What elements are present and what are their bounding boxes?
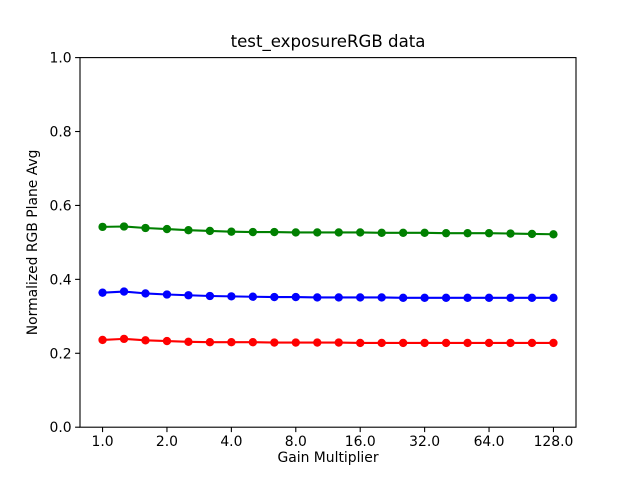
- series-green-marker: [441, 228, 451, 238]
- series-green-marker: [420, 228, 429, 237]
- series-blue-marker: [291, 292, 300, 302]
- x-tick-label: 64.0: [474, 434, 505, 450]
- series-blue-marker: [162, 290, 172, 299]
- y-tick-label: 0.2: [50, 346, 72, 362]
- series-red-marker: [141, 336, 150, 345]
- series-green-marker: [141, 223, 150, 233]
- series-blue-marker: [205, 291, 215, 301]
- series-red-marker: [506, 338, 515, 348]
- series-blue-marker: [184, 291, 193, 300]
- series-green-marker: [527, 229, 537, 239]
- series-green-marker: [248, 227, 258, 237]
- series-green-marker: [227, 227, 236, 236]
- plot-area: 1.0 2.0 4.0 8.0 16.0 32.0 64.0 128.0 0.0 0.2 0.4 0.…: [50, 51, 577, 450]
- y-tick-label: 0.4: [50, 272, 72, 288]
- series-green-marker: [184, 226, 193, 235]
- series-blue-marker: [377, 293, 386, 302]
- series-blue-marker: [227, 292, 236, 301]
- series-green-marker: [162, 224, 172, 234]
- series-green-marker: [377, 228, 386, 237]
- series-red-marker: [162, 336, 172, 346]
- series-blue-marker: [119, 287, 129, 296]
- series-blue-marker: [313, 293, 322, 302]
- series-red-marker: [98, 335, 107, 345]
- series-red-marker: [270, 338, 279, 347]
- series-blue-marker: [334, 293, 343, 302]
- x-tick-label: 32.0: [409, 434, 440, 450]
- series-green-marker: [270, 227, 279, 237]
- y-tick-label: 0.6: [50, 198, 72, 214]
- x-tick-label: 4.0: [220, 434, 242, 450]
- series-blue-marker: [420, 293, 429, 303]
- series-blue-marker: [141, 289, 150, 298]
- series-blue-line: [101, 290, 555, 299]
- series-red-marker: [356, 338, 365, 348]
- series-red-marker: [248, 338, 258, 347]
- series-green-marker: [356, 228, 365, 237]
- series-red-marker: [377, 338, 386, 348]
- x-tick-label: 8.0: [285, 434, 307, 450]
- series-red-marker: [398, 338, 408, 348]
- series-red-marker: [549, 338, 558, 348]
- series-blue-marker: [398, 293, 408, 303]
- y-tick-label: 0.0: [50, 420, 72, 436]
- series-green-marker: [98, 222, 107, 232]
- series-blue-marker: [463, 293, 472, 303]
- series-blue-marker: [98, 288, 107, 297]
- series-blue-marker: [441, 293, 451, 303]
- series-blue-marker: [549, 293, 558, 303]
- series-blue-marker: [484, 293, 494, 303]
- series-red-marker: [184, 337, 193, 346]
- series-green-marker: [398, 228, 408, 237]
- series-blue-marker: [270, 292, 279, 302]
- series-green-marker: [334, 228, 343, 237]
- series-red-line: [101, 337, 555, 344]
- x-tick-label: 128.0: [534, 434, 574, 450]
- y-tick-label: 1.0: [50, 51, 72, 67]
- series-red-marker: [441, 338, 451, 348]
- x-tick-label: 1.0: [91, 434, 113, 450]
- series-red-marker: [291, 338, 300, 347]
- series-green-marker: [205, 226, 215, 236]
- series-blue-marker: [248, 292, 258, 301]
- series-green-marker: [506, 229, 515, 238]
- axes-border: [79, 57, 577, 428]
- y-tick-label: 0.8: [50, 125, 72, 141]
- x-axis-label: Gain Multiplier: [277, 450, 378, 466]
- series-red-marker: [334, 338, 343, 347]
- series-red-marker: [119, 334, 129, 344]
- y-axis-label: Normalized RGB Plane Avg: [25, 150, 41, 336]
- x-tick-label: 2.0: [156, 434, 178, 450]
- series-green-marker: [463, 228, 472, 238]
- chart-title: test_exposureRGB data: [231, 32, 426, 52]
- series-green-line: [101, 225, 555, 236]
- series-red-marker: [463, 338, 472, 348]
- series-green-marker: [484, 228, 494, 238]
- series-blue-marker: [356, 293, 365, 302]
- series-red-marker: [205, 338, 215, 347]
- series-blue-marker: [506, 293, 515, 303]
- series-green-marker: [313, 228, 322, 237]
- series-green-marker: [119, 222, 129, 231]
- series-green-marker: [549, 230, 558, 239]
- series-red-marker: [420, 338, 429, 348]
- series-green-marker: [291, 228, 300, 237]
- series-red-marker: [227, 338, 236, 347]
- x-tick-label: 16.0: [345, 434, 376, 450]
- series-blue-marker: [527, 293, 537, 303]
- series-red-marker: [527, 338, 537, 348]
- series-red-marker: [484, 338, 494, 348]
- series-red-marker: [313, 338, 322, 347]
